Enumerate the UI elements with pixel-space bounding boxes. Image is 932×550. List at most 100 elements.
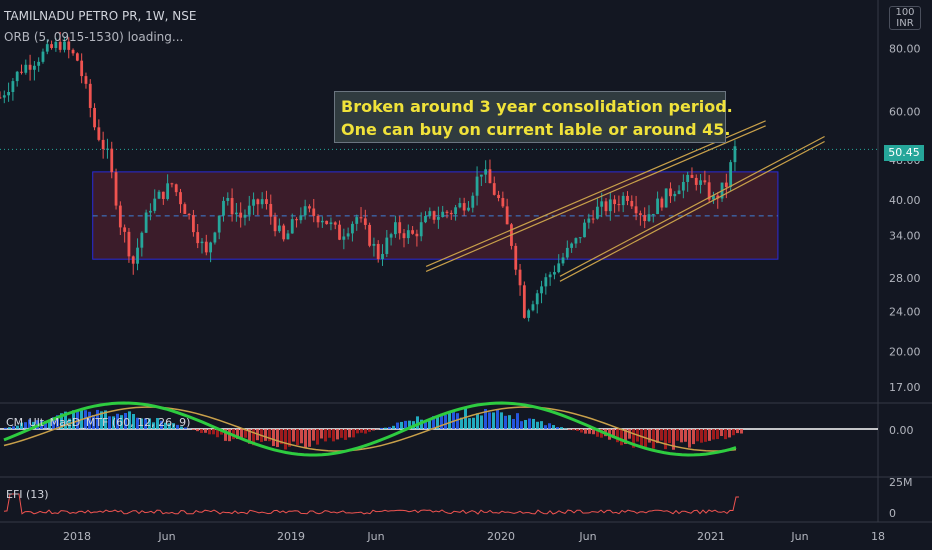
candle-body bbox=[419, 222, 423, 237]
time-tick-label: 2020 bbox=[487, 530, 515, 543]
efi-line bbox=[3, 493, 739, 515]
candle-body bbox=[88, 83, 92, 108]
candle-body bbox=[58, 41, 62, 50]
candle-body bbox=[467, 207, 470, 211]
macd-histogram-bar bbox=[340, 429, 343, 438]
macd-histogram-bar bbox=[560, 427, 563, 429]
macd-histogram-bar bbox=[684, 429, 687, 442]
macd-histogram-bar bbox=[236, 429, 239, 440]
candle-body bbox=[617, 204, 621, 206]
macd-histogram-bar bbox=[584, 429, 587, 434]
macd-histogram-bar bbox=[240, 429, 243, 438]
macd-signal-line bbox=[3, 406, 737, 452]
candle-body bbox=[458, 203, 462, 208]
macd-histogram-bar bbox=[600, 429, 603, 438]
macd-histogram-bar bbox=[372, 429, 375, 431]
macd-histogram-bar bbox=[196, 429, 199, 432]
macd-histogram-bar bbox=[356, 429, 359, 434]
candle-body bbox=[110, 148, 114, 173]
macd-histogram-bar bbox=[536, 421, 539, 429]
macd-histogram-bar bbox=[464, 407, 467, 429]
candle-body bbox=[54, 41, 58, 48]
candle-body bbox=[368, 224, 372, 246]
macd-histogram-bar bbox=[332, 429, 335, 442]
candle-body bbox=[183, 204, 187, 214]
candle-body bbox=[217, 215, 221, 233]
candle-body bbox=[45, 44, 49, 52]
candle-body bbox=[329, 222, 333, 225]
macd-histogram-bar bbox=[284, 429, 287, 450]
macd-histogram-bar bbox=[444, 414, 447, 429]
macd-histogram-bar bbox=[496, 409, 499, 429]
candle-body bbox=[690, 174, 694, 178]
macd-histogram-bar bbox=[452, 410, 455, 429]
candle-body bbox=[63, 41, 66, 50]
macd-histogram-bar bbox=[396, 422, 399, 429]
macd-histogram-bar bbox=[576, 429, 579, 431]
macd-histogram-bar bbox=[672, 429, 675, 450]
macd-histogram-bar bbox=[116, 413, 119, 429]
time-tick-label: Jun bbox=[578, 530, 596, 543]
candle-body bbox=[454, 207, 457, 215]
candle-body bbox=[535, 293, 539, 305]
macd-histogram-bar bbox=[476, 413, 479, 429]
candle-body bbox=[67, 41, 71, 50]
macd-histogram-bar bbox=[4, 427, 7, 429]
candle-body bbox=[527, 310, 531, 318]
candle-body bbox=[226, 198, 230, 201]
candle-body bbox=[432, 211, 436, 220]
efi-pane-label[interactable]: EFI (13) bbox=[6, 488, 49, 501]
macd-histogram-bar bbox=[692, 429, 695, 445]
macd-histogram-bar bbox=[60, 413, 63, 429]
candle-body bbox=[664, 188, 668, 208]
candle-body bbox=[514, 245, 518, 270]
price-tick-label: 60.00 bbox=[889, 105, 921, 118]
channel-upper-line-inner bbox=[425, 125, 766, 273]
candle-body bbox=[15, 71, 19, 82]
time-tick-label: Jun bbox=[790, 530, 808, 543]
macd-histogram-bar bbox=[48, 420, 51, 429]
candle-body bbox=[381, 253, 384, 260]
macd-histogram-bar bbox=[8, 427, 11, 429]
candle-body bbox=[71, 49, 75, 54]
time-tick-label: 2021 bbox=[697, 530, 725, 543]
macd-histogram-bar bbox=[592, 429, 595, 435]
macd-histogram-bar bbox=[508, 415, 511, 429]
macd-histogram-bar bbox=[620, 429, 623, 446]
macd-histogram-bar bbox=[404, 420, 407, 429]
candle-body bbox=[699, 180, 702, 185]
macd-histogram-bar bbox=[124, 413, 127, 429]
candle-body bbox=[703, 180, 707, 183]
macd-pane-label[interactable]: CM_Ult_MacD_MTF (60, 12, 26, 9) bbox=[6, 416, 191, 429]
annotation-callout[interactable]: Broken around 3 year consolidation perio… bbox=[334, 91, 733, 143]
candle-body bbox=[398, 222, 402, 234]
candle-body bbox=[475, 176, 479, 196]
macd-histogram-bar bbox=[172, 423, 175, 429]
candle-body bbox=[239, 212, 243, 218]
candle-body bbox=[256, 199, 260, 205]
candle-body bbox=[50, 44, 53, 48]
price-tick-label: 40.00 bbox=[889, 194, 921, 207]
macd-histogram-bar bbox=[456, 413, 459, 429]
candle-body bbox=[114, 172, 118, 206]
candle-body bbox=[84, 76, 88, 84]
candle-body bbox=[204, 241, 208, 253]
candle-body bbox=[93, 107, 96, 128]
macd-histogram-bar bbox=[148, 418, 151, 429]
candle-body bbox=[7, 92, 10, 96]
macd-histogram-bar bbox=[128, 411, 131, 429]
candle-body bbox=[729, 162, 733, 188]
candle-body bbox=[351, 223, 354, 234]
currency-button[interactable]: 100 INR bbox=[889, 6, 921, 30]
candle-body bbox=[724, 182, 728, 188]
candle-body bbox=[295, 219, 298, 221]
symbol-title: TAMILNADU PETRO PR, 1W, NSE bbox=[4, 9, 197, 23]
macd-histogram-bar bbox=[664, 429, 667, 450]
macd-histogram-bar bbox=[680, 429, 683, 443]
macd-histogram-bar bbox=[732, 429, 735, 436]
candle-body bbox=[131, 256, 135, 264]
macd-zero-label: 0.00 bbox=[889, 424, 914, 437]
macd-histogram-bar bbox=[616, 429, 619, 443]
macd-histogram-bar bbox=[112, 416, 115, 429]
